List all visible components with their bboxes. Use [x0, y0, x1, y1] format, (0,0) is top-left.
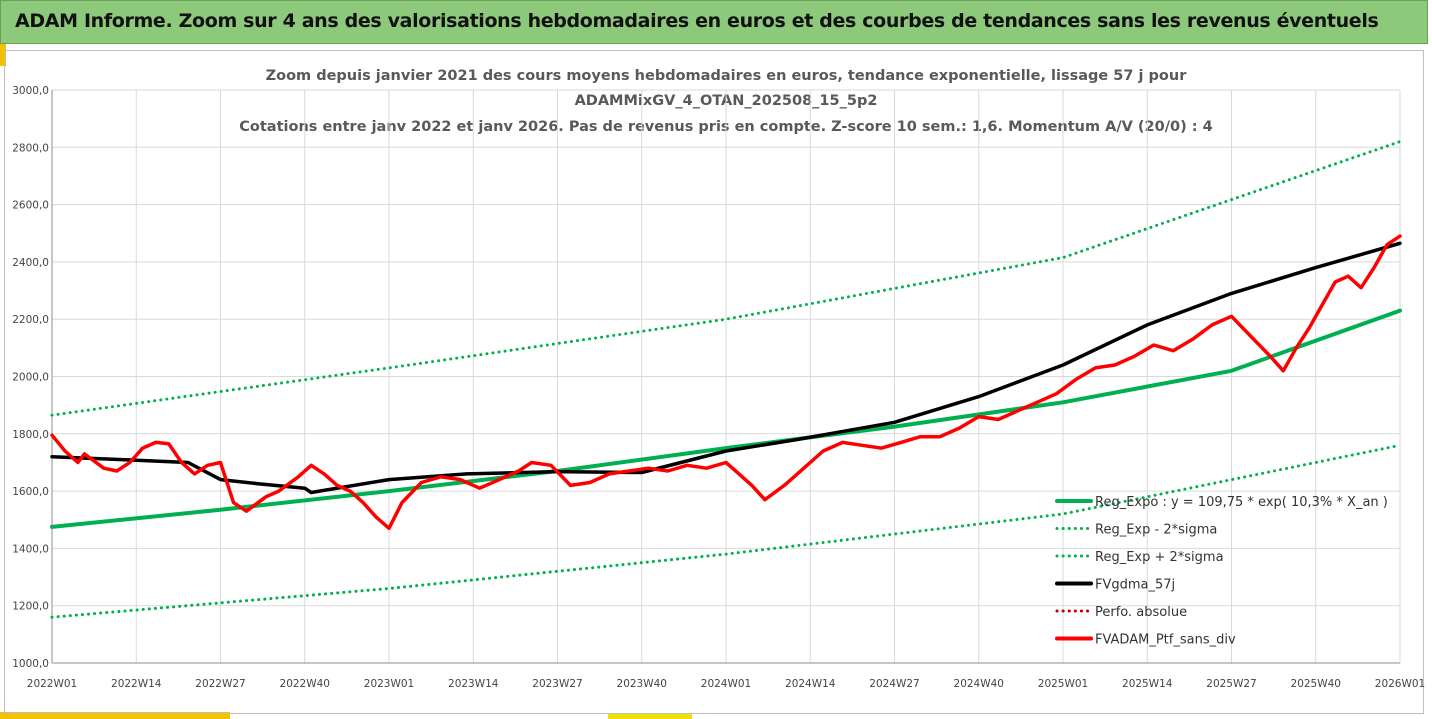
series-line-6 — [50, 234, 1402, 531]
y-tick-label: 1800,0 — [12, 429, 49, 441]
accent-bar-bottom — [0, 712, 230, 719]
x-tick-label: 2022W27 — [195, 678, 245, 690]
x-tick-label: 2023W27 — [532, 678, 582, 690]
x-tick-label: 2022W40 — [280, 678, 330, 690]
x-tick-label: 2022W01 — [27, 678, 77, 690]
accent-bar-bottom-mid — [608, 714, 692, 719]
legend-label-4: FVgdma_57j — [1095, 578, 1175, 593]
legend-label-3: Reg_Exp + 2*sigma — [1095, 550, 1224, 565]
x-tick-label: 2023W01 — [364, 678, 414, 690]
legend-label-6: FVADAM_Ptf_sans_div — [1095, 633, 1236, 648]
accent-bar-left — [0, 44, 6, 66]
chart-frame — [4, 50, 1424, 714]
y-tick-label: 2800,0 — [12, 142, 49, 154]
y-tick-label: 2000,0 — [12, 372, 49, 384]
series-line-3 — [50, 140, 1402, 417]
series-line-2 — [50, 443, 1402, 619]
y-tick-label: 1600,0 — [12, 486, 49, 498]
y-tick-label: 3000,0 — [12, 85, 49, 97]
series-line-1 — [50, 308, 1402, 529]
x-tick-label: 2023W14 — [448, 678, 499, 690]
x-tick-label: 2025W14 — [1122, 678, 1173, 690]
y-tick-label: 2600,0 — [12, 200, 49, 212]
x-tick-label: 2024W14 — [785, 678, 836, 690]
x-tick-label: 2024W01 — [701, 678, 751, 690]
x-tick-label: 2024W27 — [869, 678, 919, 690]
y-tick-label: 2200,0 — [12, 314, 49, 326]
y-tick-label: 1400,0 — [12, 543, 49, 555]
y-tick-label: 2400,0 — [12, 257, 49, 269]
chart-title-line-1: Zoom depuis janvier 2021 des cours moyen… — [266, 68, 1188, 84]
x-tick-label: 2026W01 — [1375, 678, 1425, 690]
x-tick-label: 2024W40 — [954, 678, 1004, 690]
legend-label-5: Perfo. absolue — [1095, 605, 1187, 620]
x-tick-label: 2022W14 — [111, 678, 162, 690]
legend-label-2: Reg_Exp - 2*sigma — [1095, 523, 1217, 538]
x-tick-label: 2025W01 — [1038, 678, 1088, 690]
y-tick-label: 1000,0 — [12, 658, 49, 670]
x-tick-label: 2025W40 — [1291, 678, 1341, 690]
y-tick-label: 1200,0 — [12, 601, 49, 613]
legend-label-1: Reg_Expo : y = 109,75 * exp( 10,3% * X_a… — [1095, 495, 1388, 510]
page-banner: ADAM Informe. Zoom sur 4 ans des valoris… — [0, 0, 1428, 44]
x-tick-label: 2023W40 — [617, 678, 667, 690]
banner-title: ADAM Informe. Zoom sur 4 ans des valoris… — [15, 10, 1379, 32]
x-tick-label: 2025W27 — [1206, 678, 1256, 690]
